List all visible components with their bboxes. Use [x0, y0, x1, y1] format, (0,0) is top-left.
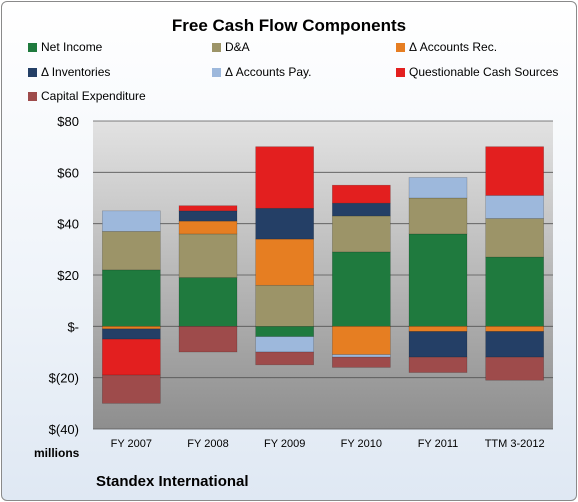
bar-segment	[178, 220, 238, 235]
y-tick-label: $-	[67, 319, 79, 334]
bar-segment	[255, 146, 314, 209]
gridlines	[93, 120, 553, 430]
legend-label: Net Income	[41, 40, 103, 54]
bar-segment	[332, 356, 391, 368]
bar-segment	[408, 356, 468, 373]
bar-segment	[485, 195, 544, 219]
x-tick-label: FY 2010	[341, 438, 382, 450]
x-tick-label: FY 2007	[111, 438, 152, 450]
bar-stacks	[102, 146, 544, 404]
bar-segment	[102, 269, 161, 327]
y-tick-label: $80	[57, 114, 79, 129]
bar-segment	[255, 284, 314, 327]
legend-item: Net Income	[28, 40, 102, 54]
bar-segment	[102, 338, 161, 376]
y-tick-label: $60	[57, 165, 79, 180]
bar-segment	[255, 351, 314, 366]
y-tick-label: $(20)	[49, 371, 79, 386]
bar-segment	[332, 202, 391, 217]
bar-segment	[178, 277, 238, 327]
legend-label: Δ Accounts Pay.	[225, 65, 312, 79]
legend-swatch	[28, 91, 37, 101]
legend-label: D&A	[225, 40, 250, 54]
bar-segment	[408, 331, 468, 358]
bar-segment	[178, 205, 238, 212]
bar-segment	[485, 218, 544, 258]
bar-segment	[408, 233, 468, 327]
x-tick-label: TTM 3-2012	[485, 438, 545, 450]
bar-segment	[178, 210, 238, 222]
bar-segment	[255, 238, 314, 286]
legend-label: Δ Inventories	[41, 65, 111, 79]
y-tick-label: $20	[57, 268, 79, 283]
legend-swatch	[396, 42, 405, 52]
legend-item: Capital Expenditure	[28, 89, 146, 103]
units-label: millions	[34, 446, 80, 460]
x-axis: FY 2007 FY 2008 FY 2009 FY 2010 FY 2011 TTM 3…	[111, 438, 545, 450]
legend-swatch	[212, 42, 221, 52]
legend-label: Questionable Cash Sources	[409, 65, 559, 79]
chart-legend: Net Income D&A Δ Accounts Rec. Δ Invento…	[2, 38, 576, 108]
bar-segment	[332, 215, 391, 253]
y-tick-label: $40	[57, 217, 79, 232]
bar-segment	[102, 326, 161, 330]
bar-segment	[485, 331, 544, 358]
bar-segment	[178, 326, 238, 353]
legend-item: Δ Inventories	[28, 65, 110, 79]
bar-segment	[102, 374, 161, 404]
bar-segment	[485, 146, 544, 196]
chart-title: Free Cash Flow Components	[171, 16, 407, 35]
bar-segment	[332, 326, 391, 355]
bar-segment	[485, 356, 544, 381]
x-tick-label: FY 2011	[418, 438, 459, 450]
legend-item: Δ Accounts Pay.	[212, 65, 312, 79]
legend-swatch	[212, 67, 221, 77]
bar-segment	[102, 328, 161, 340]
bar-segment	[255, 326, 314, 337]
legend-item: D&A	[212, 40, 250, 54]
bar-segment	[102, 231, 161, 271]
legend-item: Questionable Cash Sources	[396, 65, 558, 79]
bar-segment	[255, 207, 314, 240]
bar-segment	[485, 326, 544, 332]
x-tick-label: FY 2009	[264, 438, 305, 450]
bar-segment	[178, 233, 238, 278]
y-tick-label: $(40)	[49, 422, 79, 437]
company-name: Standex International	[96, 473, 249, 490]
y-axis: $80 $60 $40 $20 $- $(20) $(40)	[49, 114, 79, 437]
bar-segment	[332, 354, 391, 358]
bar-segment	[408, 177, 468, 199]
legend-label: Δ Accounts Rec.	[409, 40, 498, 54]
legend-swatch	[28, 42, 37, 52]
bar-segment	[485, 256, 544, 327]
legend-label: Capital Expenditure	[41, 89, 146, 103]
legend-swatch	[28, 67, 37, 77]
bar-segment	[332, 184, 391, 204]
bar-segment	[408, 197, 468, 235]
bar-segment	[408, 326, 468, 332]
x-tick-label: FY 2008	[187, 438, 228, 450]
legend-item: Δ Accounts Rec.	[396, 40, 497, 54]
bar-segment	[102, 210, 161, 232]
legend-swatch	[396, 67, 405, 77]
bar-segment	[255, 336, 314, 353]
bar-segment	[332, 251, 391, 327]
